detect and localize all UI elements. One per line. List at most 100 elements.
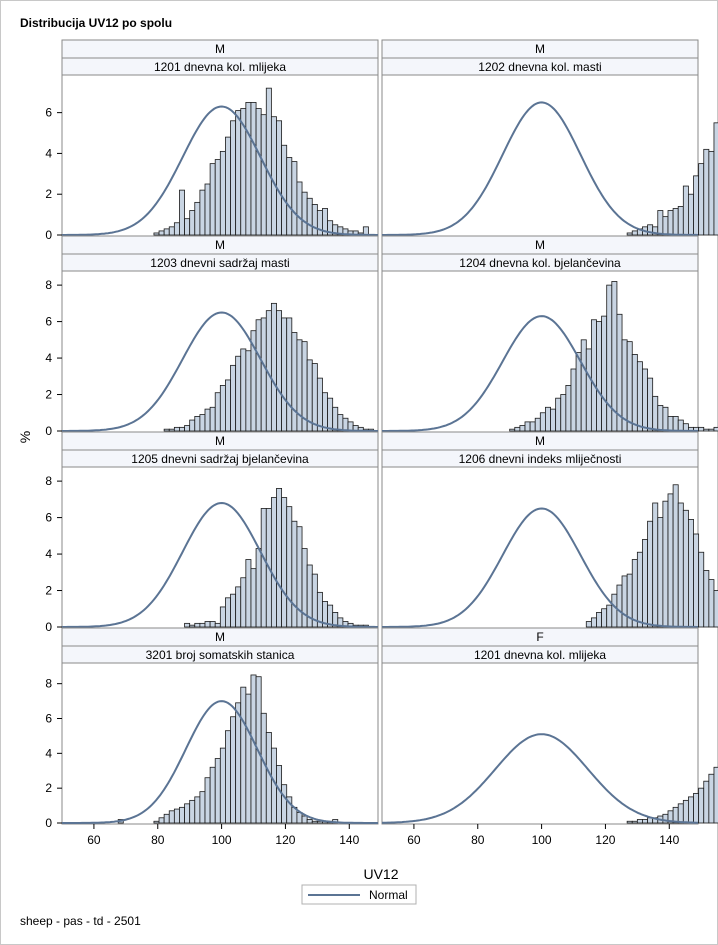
histogram-bar	[698, 163, 705, 236]
histogram-bar	[555, 397, 562, 432]
histogram-bar	[179, 189, 185, 236]
histogram-bar	[189, 624, 196, 628]
histogram-bar	[626, 341, 633, 432]
histogram-bar	[153, 232, 160, 236]
histogram-bar	[657, 405, 664, 432]
histogram-bar	[194, 416, 201, 432]
histogram-bar	[657, 517, 664, 628]
histogram-bar	[545, 406, 551, 432]
histogram-bar	[662, 406, 669, 432]
histogram-bar	[184, 425, 191, 432]
histogram-bar	[693, 792, 700, 824]
normal-curve	[382, 315, 698, 432]
histogram-bar	[703, 570, 710, 628]
histogram-bar	[301, 191, 308, 236]
histogram-bar	[677, 419, 684, 432]
histogram-bar	[214, 622, 221, 628]
histogram-bars	[626, 766, 718, 824]
x-axis-label: UV12	[363, 866, 398, 882]
histogram-bar	[667, 416, 674, 432]
histogram-bar	[662, 500, 669, 628]
x-tick-label: 120	[595, 833, 615, 847]
histogram-bar	[260, 114, 267, 236]
histogram-bars	[626, 122, 718, 236]
histogram-bar	[693, 175, 700, 236]
histogram-bar	[703, 148, 710, 236]
histogram-bar	[311, 204, 318, 236]
histogram-bar	[235, 110, 242, 236]
panel-trait-label: 1203 dnevni sadržaj masti	[150, 256, 289, 270]
normal-curve	[62, 501, 378, 628]
panel-trait-label: 1204 dnevna kol. bjelančevina	[459, 256, 621, 270]
legend: Normal	[301, 884, 417, 905]
normal-curve	[382, 101, 699, 236]
histogram-bar	[332, 406, 339, 432]
panel-sex-label: M	[535, 434, 545, 448]
panel-trait-label: 1201 dnevna kol. mlijeka	[474, 648, 606, 662]
x-tick-label: 100	[532, 833, 552, 847]
histogram-bar	[316, 377, 323, 432]
y-tick-label: 6	[45, 712, 52, 726]
histogram-bar	[286, 157, 293, 236]
histogram-bar	[590, 617, 597, 628]
panel-4: M 1204 dnevna kol. bjelančevina	[381, 235, 718, 433]
histogram-bar	[189, 210, 196, 236]
histogram-bar	[189, 799, 196, 824]
x-tick-label: 60	[407, 833, 421, 847]
panel-sex-label: M	[535, 238, 545, 252]
histogram-bar	[590, 319, 597, 432]
panel-5: M 1205 dnevni sadržaj bjelančevina 0 2 4 6 8	[45, 431, 379, 634]
histogram-bar	[529, 421, 536, 432]
legend-normal-label: Normal	[369, 888, 408, 902]
histogram-bar	[173, 808, 180, 824]
histogram-bar	[713, 590, 718, 628]
histogram-bar	[601, 315, 608, 432]
histogram-bar	[184, 622, 191, 628]
x-tick-label: 60	[87, 833, 101, 847]
histogram-bar	[667, 210, 674, 236]
panel-sex-label: M	[215, 630, 225, 644]
histogram-bar	[194, 796, 201, 824]
histogram-bar	[524, 421, 531, 432]
histogram-bars	[117, 674, 339, 824]
y-tick-label: 2	[45, 584, 52, 598]
histogram-bar	[677, 206, 684, 236]
normal-curve	[62, 105, 378, 236]
histogram-bar	[179, 426, 185, 432]
histogram-bar	[163, 428, 170, 432]
histogram-bar	[713, 426, 718, 432]
histogram-bar	[291, 332, 298, 432]
histogram-bar	[250, 102, 257, 236]
histogram-bar	[698, 787, 705, 824]
y-tick-label: 6	[45, 315, 52, 329]
histogram-bar	[209, 163, 216, 236]
histogram-bar	[240, 577, 247, 628]
histogram-bar	[539, 412, 546, 432]
x-tick-label: 100	[212, 833, 232, 847]
histogram-bar	[291, 161, 298, 236]
histogram-bar	[204, 621, 211, 628]
panel-sex-label: M	[215, 42, 225, 56]
histogram-bar	[235, 355, 242, 432]
y-tick-label: 0	[45, 228, 52, 242]
histogram-bar	[677, 502, 684, 628]
histogram-bar	[585, 621, 592, 628]
histogram-bar	[682, 509, 689, 628]
histogram-bar	[708, 150, 715, 236]
y-tick-label: 0	[45, 816, 52, 830]
histogram-bar	[245, 559, 252, 628]
histogram-bar	[296, 812, 303, 824]
y-tick-label: 8	[45, 474, 52, 488]
histogram-bar	[631, 820, 638, 824]
histogram-bar	[281, 497, 288, 628]
histogram-bar	[225, 597, 231, 628]
histogram-bar	[209, 621, 216, 628]
panel-sex-label: M	[215, 238, 225, 252]
histogram-bar	[311, 363, 318, 432]
histogram-bars	[585, 484, 718, 628]
histogram-bar	[265, 732, 272, 824]
histogram-bar	[214, 758, 221, 824]
normal-curve	[62, 700, 378, 824]
normal-curve	[382, 507, 698, 628]
histogram-bar	[575, 352, 582, 432]
